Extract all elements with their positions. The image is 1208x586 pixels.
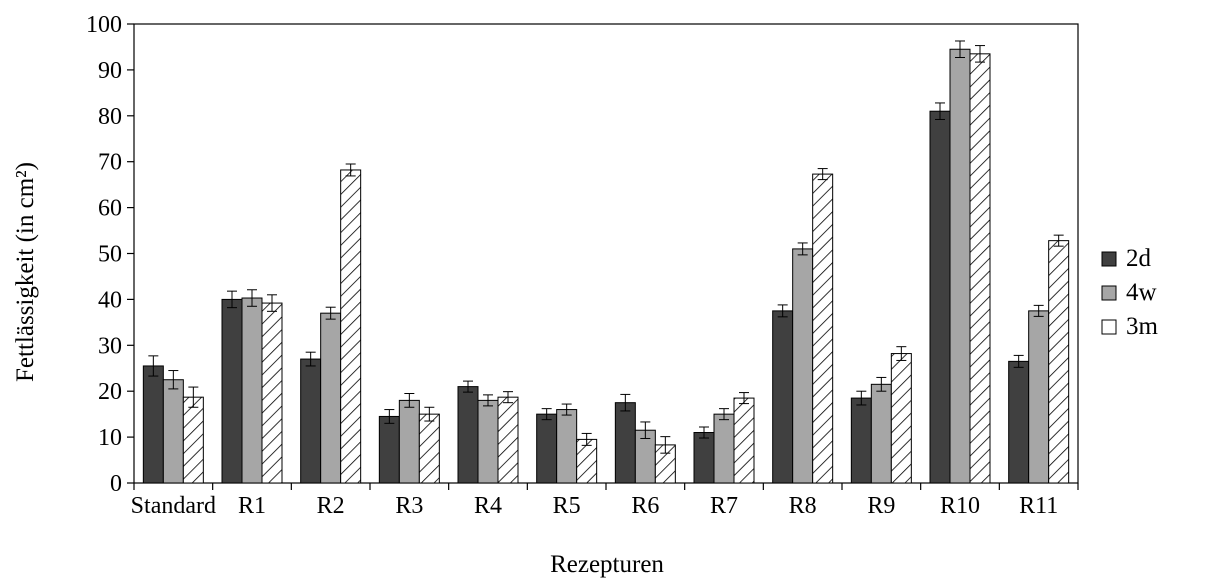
legend: 2d 4w 3m [1101,245,1159,340]
x-tick-label: R10 [940,493,980,519]
legend-swatch-3m [1101,319,1117,335]
bar-2d [929,110,951,484]
y-tick-label: 70 [98,150,122,176]
x-tick-label: R8 [789,493,817,519]
y-tick-label: 30 [98,333,122,359]
bar-2d [850,397,872,484]
x-tick-label: R9 [867,493,895,519]
bar-2d [142,365,164,484]
y-tick-label: 80 [98,104,122,130]
bar-2d [457,386,479,484]
x-tick-label: R1 [238,493,266,519]
bar-3m [890,353,912,484]
bar-4w [556,409,578,484]
bar-3m [182,396,204,484]
x-tick-label: R4 [474,493,502,519]
bar-2d [378,415,400,484]
bar-2d [221,298,243,484]
x-tick-label: R6 [631,493,659,519]
x-tick-label: R5 [553,493,581,519]
bar-4w [398,399,420,484]
bar-4w [870,383,892,484]
bar-2d [614,402,636,484]
bar-3m [812,173,834,484]
bar-2d [693,432,715,484]
x-tick-label: R2 [317,493,345,519]
x-tick-label: R11 [1019,493,1058,519]
bar-3m [1048,240,1070,484]
y-tick-label: 10 [98,425,122,451]
y-tick-label: 100 [86,12,122,38]
bar-2d [772,310,794,484]
bar-4w [949,48,971,484]
plot-area: 0 10 20 30 40 50 60 70 80 90 100 Standard R1 R2 R3 R4 R5… [86,12,1079,519]
y-tick-label: 60 [98,196,122,222]
bar-4w [713,413,735,484]
bar-4w [1028,310,1050,484]
bar-4w [792,248,814,484]
legend-label-4w: 4w [1126,279,1157,306]
bar-4w [241,297,263,484]
bar-4w [477,399,499,484]
legend-label-2d: 2d [1126,245,1152,272]
legend-swatch-2d [1101,251,1117,267]
bar-2d [300,358,322,484]
bar-4w [162,379,184,484]
legend-swatch-4w [1101,285,1117,301]
bar-3m [497,396,519,484]
x-axis-title: Rezepturen [550,551,664,578]
bar-3m [576,438,598,484]
legend-label-3m: 3m [1126,313,1159,340]
y-tick-label: 50 [98,242,122,268]
y-tick-label: 0 [110,471,122,497]
x-tick-label: Standard [131,493,216,519]
bar-3m [733,397,755,484]
y-axis-title: Fettlässigkeit (in cm²) [12,162,39,382]
bar-2d [1008,360,1030,484]
bar-3m [969,53,991,484]
bar-3m [261,302,283,484]
bar-3m [418,413,440,484]
x-tick-label: R3 [395,493,423,519]
y-tick-label: 20 [98,379,122,405]
bar-4w [320,312,342,484]
y-tick-label: 90 [98,58,122,84]
bar-3m [340,169,362,484]
x-tick-label: R7 [710,493,738,519]
bar-2d [536,413,558,484]
y-tick-label: 40 [98,287,122,313]
